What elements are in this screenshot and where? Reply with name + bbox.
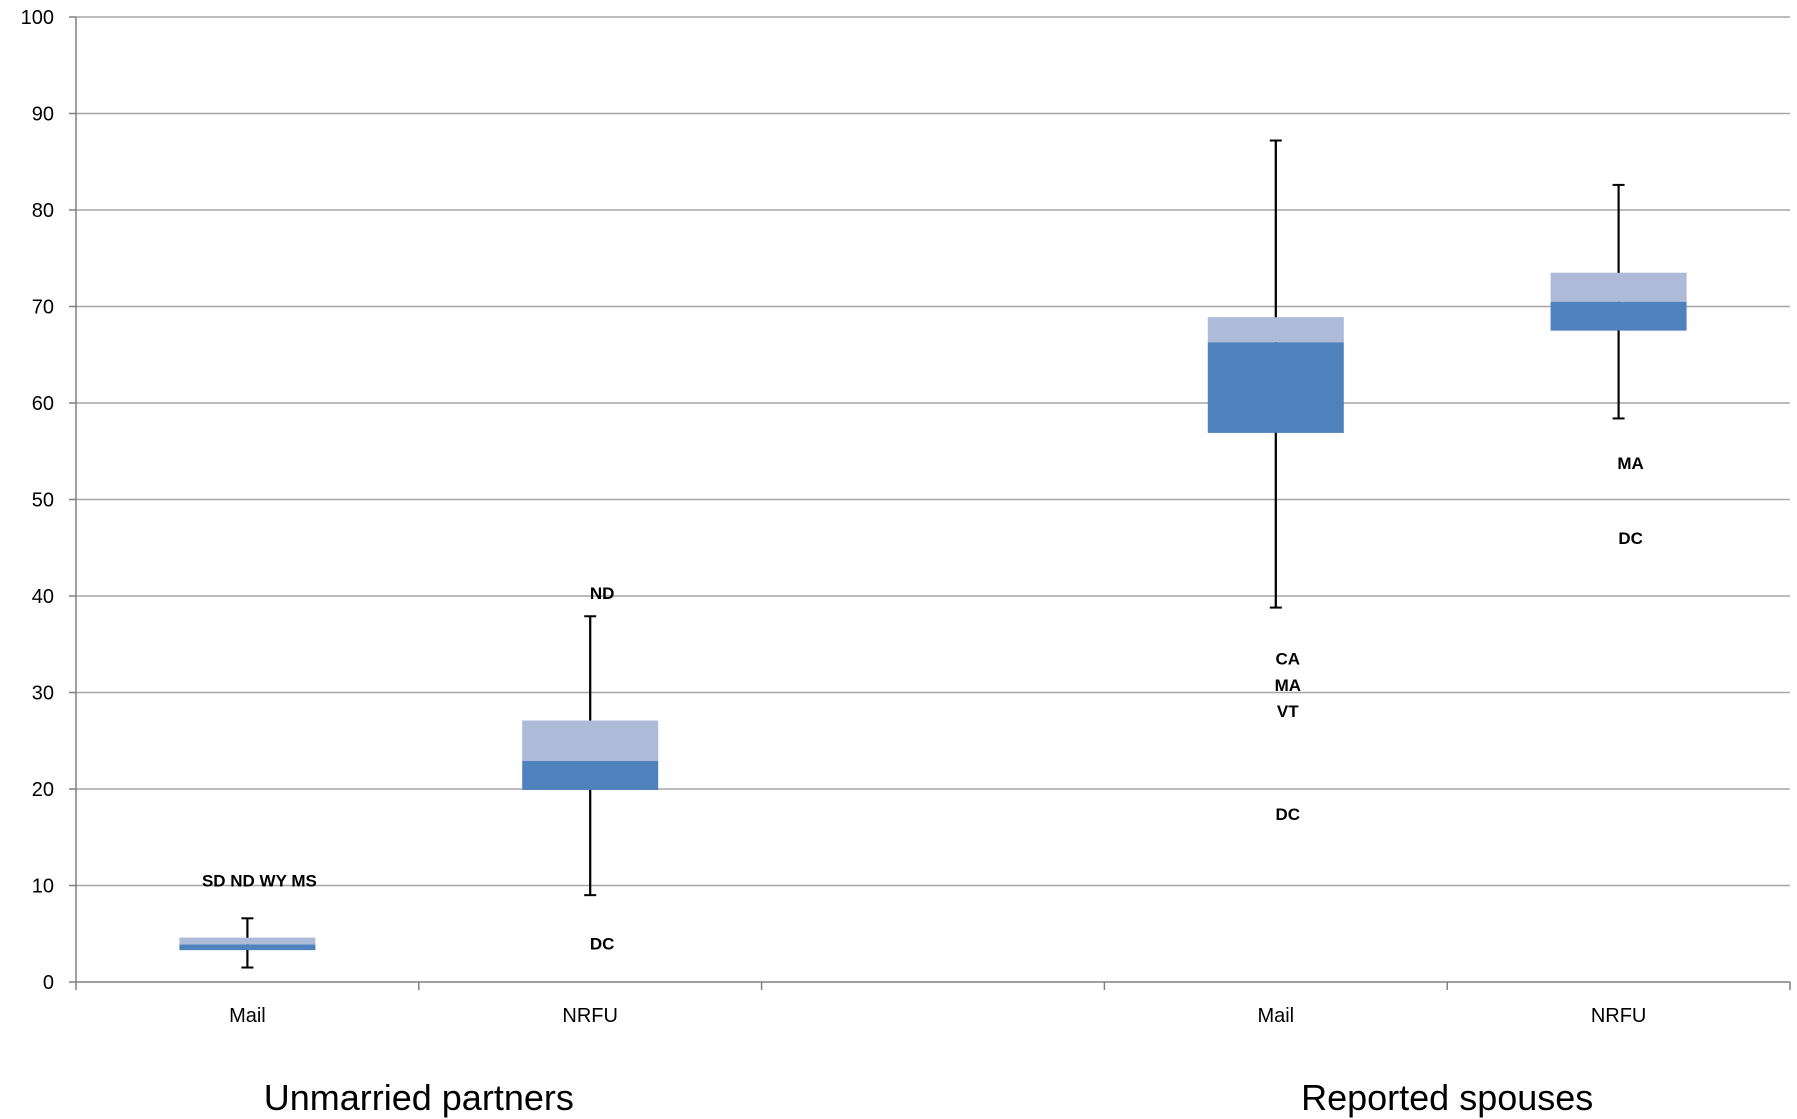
outlier-label: CA — [1276, 650, 1301, 669]
y-tick-label: 0 — [43, 972, 54, 994]
labels: 0 10 20 30 40 50 60 70 80 90 100 SD ND WY MS Mail ND D… — [21, 7, 1647, 1118]
gridlines — [76, 16, 1790, 887]
x-category-label: NRFU — [1591, 1005, 1647, 1027]
boxes — [179, 139, 1687, 969]
y-tick-label: 70 — [32, 297, 54, 319]
outlier-label: DC — [590, 934, 615, 953]
x-category-label: Mail — [1257, 1005, 1294, 1027]
axes — [69, 16, 1791, 990]
box-upper — [1207, 317, 1344, 343]
group-label: Unmarried partners — [264, 1077, 574, 1118]
box-lower — [1550, 301, 1687, 331]
x-category-label: Mail — [229, 1005, 266, 1027]
outlier-label: DC — [1276, 805, 1301, 824]
box-lower — [1207, 342, 1344, 433]
box-lower — [522, 761, 659, 790]
group-label: Reported spouses — [1301, 1077, 1593, 1118]
outlier-label: VT — [1277, 702, 1299, 721]
x-category-label: NRFU — [562, 1005, 618, 1027]
y-tick-label: 60 — [32, 393, 54, 415]
box-upper — [1550, 272, 1687, 302]
outlier-label: MA — [1275, 676, 1301, 695]
outlier-label: ND — [590, 584, 615, 603]
y-tick-label: 30 — [32, 683, 54, 705]
y-tick-label: 40 — [32, 586, 54, 608]
box-upper — [179, 937, 316, 945]
y-tick-label: 10 — [32, 876, 54, 898]
outlier-label: DC — [1618, 529, 1643, 548]
y-tick-label: 90 — [32, 104, 54, 126]
y-tick-label: 20 — [32, 779, 54, 801]
outlier-label: MA — [1617, 454, 1643, 473]
box-lower — [179, 944, 316, 951]
box-upper — [522, 720, 659, 762]
y-tick-label: 50 — [32, 490, 54, 512]
y-tick-label: 80 — [32, 200, 54, 222]
outlier-label: SD ND WY MS — [202, 872, 317, 891]
y-tick-label: 100 — [21, 7, 54, 29]
